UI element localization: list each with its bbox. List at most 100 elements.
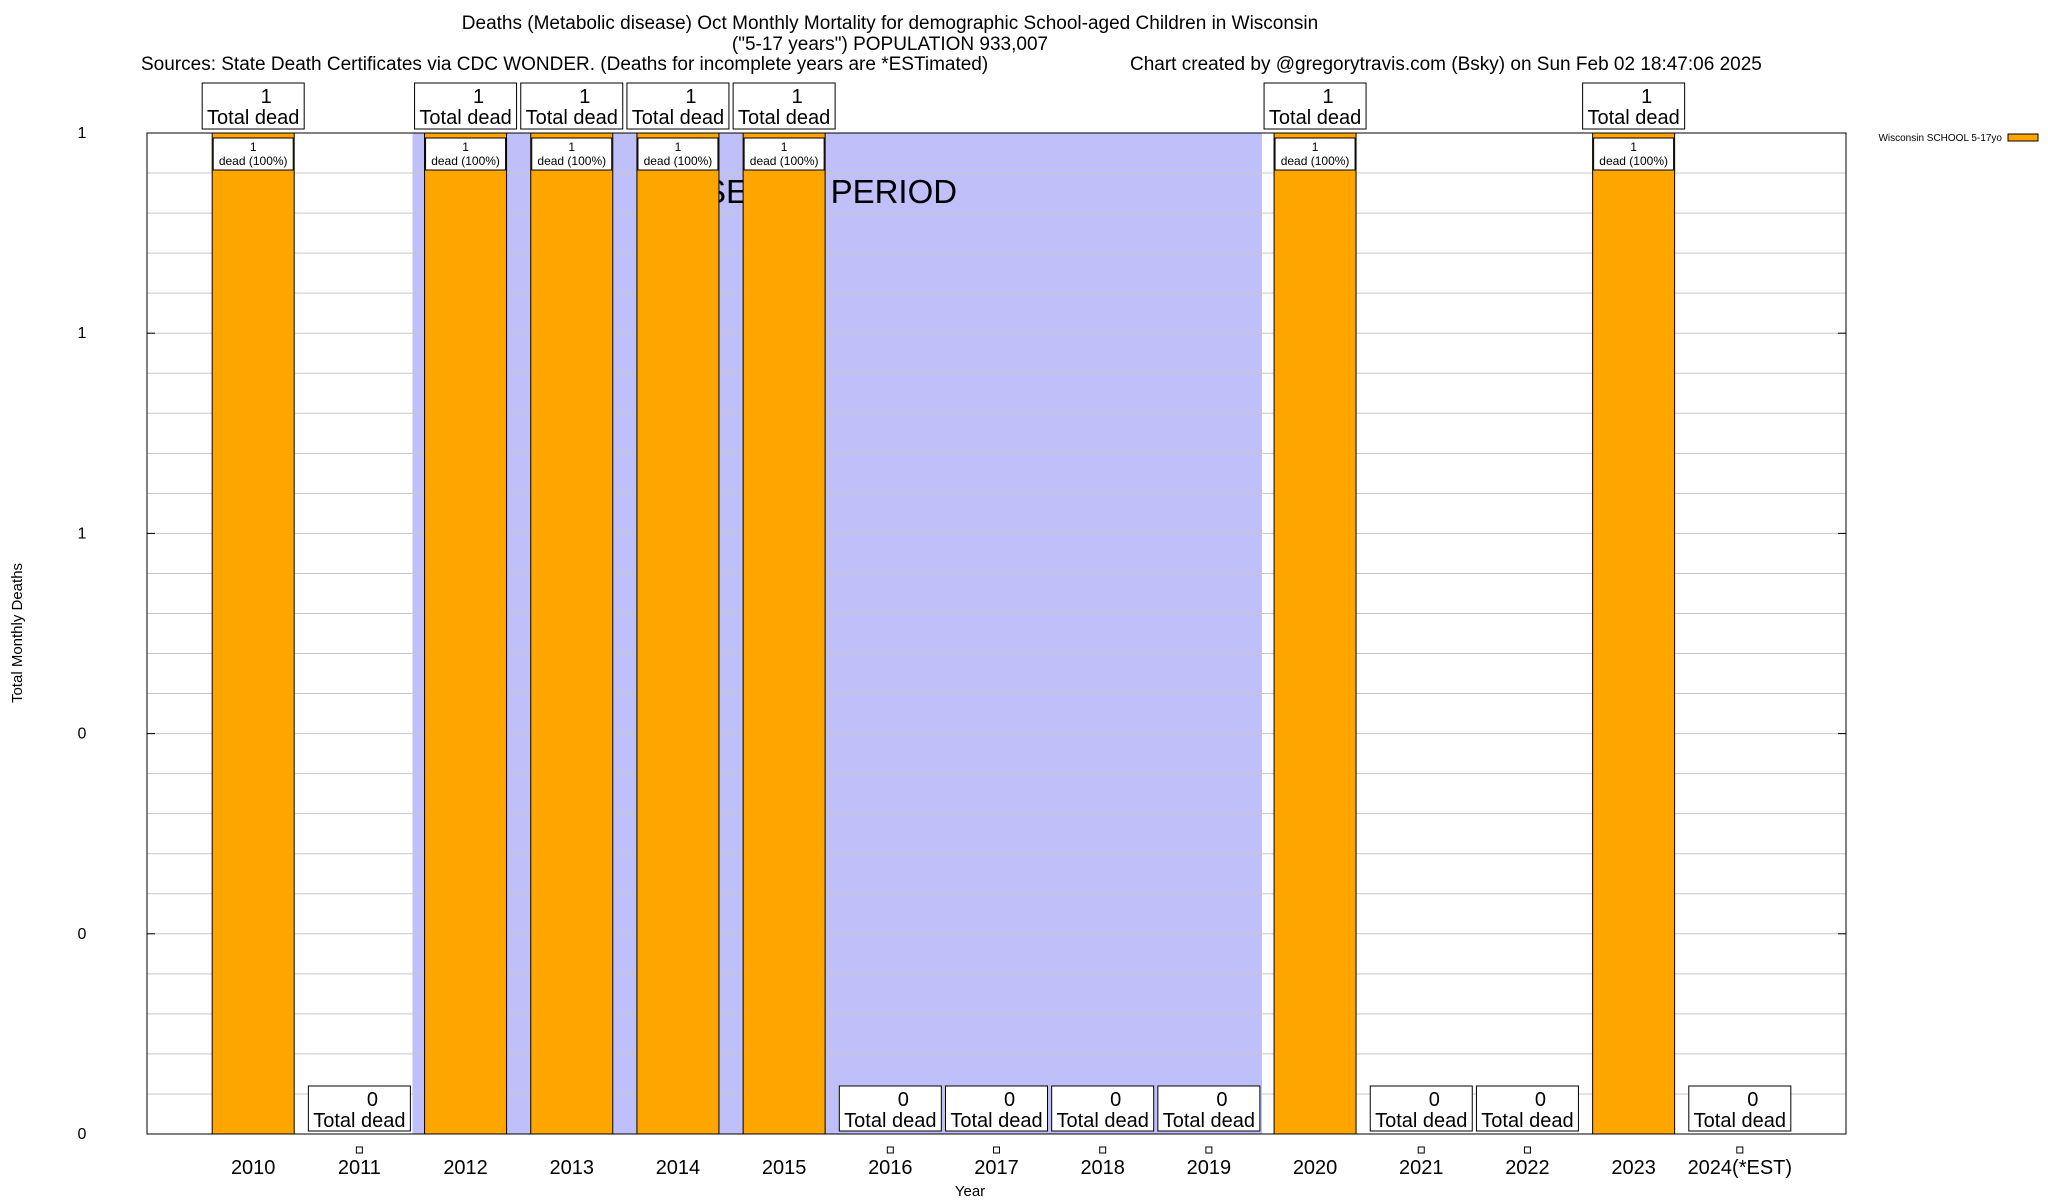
- x-tick-label: 2012: [443, 1157, 488, 1179]
- x-tick-label: 2013: [550, 1157, 595, 1179]
- x-axis-label: Year: [955, 1183, 985, 1200]
- zero-marker: [993, 1146, 1000, 1154]
- inner-label-caption: dead (100%): [431, 154, 500, 168]
- top-label-caption: Total dead: [1481, 1110, 1573, 1132]
- x-tick-label: 2017: [974, 1157, 1019, 1179]
- x-tick-label: 2020: [1293, 1157, 1338, 1179]
- inner-label-value: 1: [250, 140, 257, 154]
- inner-label-value: 1: [675, 140, 682, 154]
- sources-note: Sources: State Death Certificates via CD…: [141, 54, 989, 75]
- top-label-value: 0: [1535, 1089, 1546, 1111]
- x-tick-label: 2016: [868, 1157, 913, 1179]
- x-tick-label: 2015: [762, 1157, 807, 1179]
- zero-marker: [1417, 1146, 1425, 1154]
- top-label-box: [1582, 82, 1686, 130]
- x-tick-label: 2018: [1080, 1157, 1125, 1179]
- top-label-value: 1: [473, 86, 484, 108]
- inner-label-box: [212, 137, 294, 171]
- plot-border: [146, 132, 1847, 1135]
- top-label-value: 1: [792, 86, 803, 108]
- zero-marker: [1523, 1146, 1531, 1154]
- top-label-caption: Total dead: [1163, 1110, 1255, 1132]
- top-label-box: [414, 82, 518, 130]
- top-label-value: 0: [367, 1089, 378, 1111]
- y-tick-label: 0: [78, 1126, 87, 1143]
- top-label-value: 0: [1110, 1089, 1121, 1111]
- inner-label-value: 1: [781, 140, 788, 154]
- top-label-value: 0: [1429, 1089, 1440, 1111]
- top-label-value: 1: [1641, 86, 1652, 108]
- x-tick-label: 2011: [338, 1157, 381, 1179]
- top-label-value: 0: [1747, 1089, 1758, 1111]
- legend-label: Wisconsin SCHOOL 5-17yo: [1878, 133, 2002, 144]
- top-label-box: [838, 1085, 942, 1132]
- bar: [211, 132, 295, 1135]
- top-label-caption: Total dead: [1694, 1110, 1786, 1132]
- top-label-caption: Total dead: [1269, 107, 1361, 129]
- inner-label-caption: dead (100%): [750, 154, 819, 168]
- inner-label-box: [425, 137, 507, 171]
- top-label-value: 0: [1004, 1089, 1015, 1111]
- top-label-caption: Total dead: [1057, 1110, 1149, 1132]
- top-label-value: 0: [1216, 1089, 1227, 1111]
- top-label-caption: Total dead: [632, 107, 724, 129]
- top-label-box: [1369, 1085, 1473, 1132]
- y-tick-label: 1: [78, 125, 87, 142]
- zero-marker: [355, 1146, 363, 1154]
- inner-label-value: 1: [1312, 140, 1319, 154]
- x-tick-label: 2023: [1611, 1157, 1656, 1179]
- x-tick-label: 2021: [1399, 1157, 1444, 1179]
- top-label-box: [1688, 1085, 1792, 1132]
- top-label-caption: Total dead: [526, 107, 618, 129]
- inner-label-caption: dead (100%): [1281, 154, 1350, 168]
- inner-label-caption: dead (100%): [644, 154, 713, 168]
- bar: [1592, 132, 1676, 1135]
- top-label-caption: Total dead: [844, 1110, 936, 1132]
- top-label-box: [945, 1085, 1048, 1132]
- bar: [636, 132, 720, 1135]
- top-label-caption: Total dead: [419, 107, 511, 129]
- inner-label-box: [743, 137, 825, 171]
- top-label-value: 0: [898, 1089, 909, 1111]
- inner-label-box: [637, 137, 719, 171]
- x-tick-label: 2019: [1187, 1157, 1232, 1179]
- top-label-value: 1: [1323, 86, 1334, 108]
- zero-marker: [886, 1146, 894, 1154]
- top-label-caption: Total dead: [1375, 1110, 1467, 1132]
- inner-label-caption: dead (100%): [537, 154, 606, 168]
- zero-marker: [1205, 1146, 1213, 1154]
- inner-label-value: 1: [1630, 140, 1637, 154]
- top-label-caption: Total dead: [1587, 107, 1679, 129]
- bar: [742, 132, 826, 1135]
- bar: [530, 132, 614, 1135]
- bar: [424, 132, 508, 1135]
- top-label-box: [307, 1085, 411, 1132]
- top-label-box: [1263, 82, 1367, 130]
- inner-label-caption: dead (100%): [219, 154, 288, 168]
- top-label-box: [732, 82, 836, 130]
- top-label-box: [201, 82, 305, 130]
- x-tick-label: 2024(*EST): [1688, 1157, 1793, 1179]
- inner-label-box: [1593, 137, 1675, 171]
- zero-marker: [1736, 1146, 1744, 1154]
- top-label-value: 1: [579, 86, 590, 108]
- top-label-box: [520, 82, 624, 130]
- x-tick-label: 2022: [1505, 1157, 1550, 1179]
- inner-label-box: [531, 137, 613, 171]
- y-tick-label: 1: [78, 325, 87, 342]
- top-label-box: [626, 82, 730, 130]
- x-tick-label: 2010: [231, 1157, 276, 1179]
- top-label-box: [1157, 1085, 1261, 1132]
- top-label-box: [1051, 1085, 1155, 1132]
- zero-marker: [1099, 1146, 1107, 1154]
- top-label-box: [1475, 1085, 1579, 1132]
- top-label-caption: Total dead: [738, 107, 830, 129]
- inner-label-value: 1: [462, 140, 469, 154]
- chart-subtitle: ("5-17 years") POPULATION 933,007: [731, 34, 1049, 55]
- chart-title: Deaths (Metabolic disease) Oct Monthly M…: [461, 13, 1319, 34]
- chart-credit: Chart created by @gregorytravis.com (Bsk…: [1130, 54, 1762, 75]
- legend-swatch: [2007, 133, 2039, 142]
- bar: [1273, 132, 1357, 1135]
- y-tick-label: 0: [78, 726, 87, 743]
